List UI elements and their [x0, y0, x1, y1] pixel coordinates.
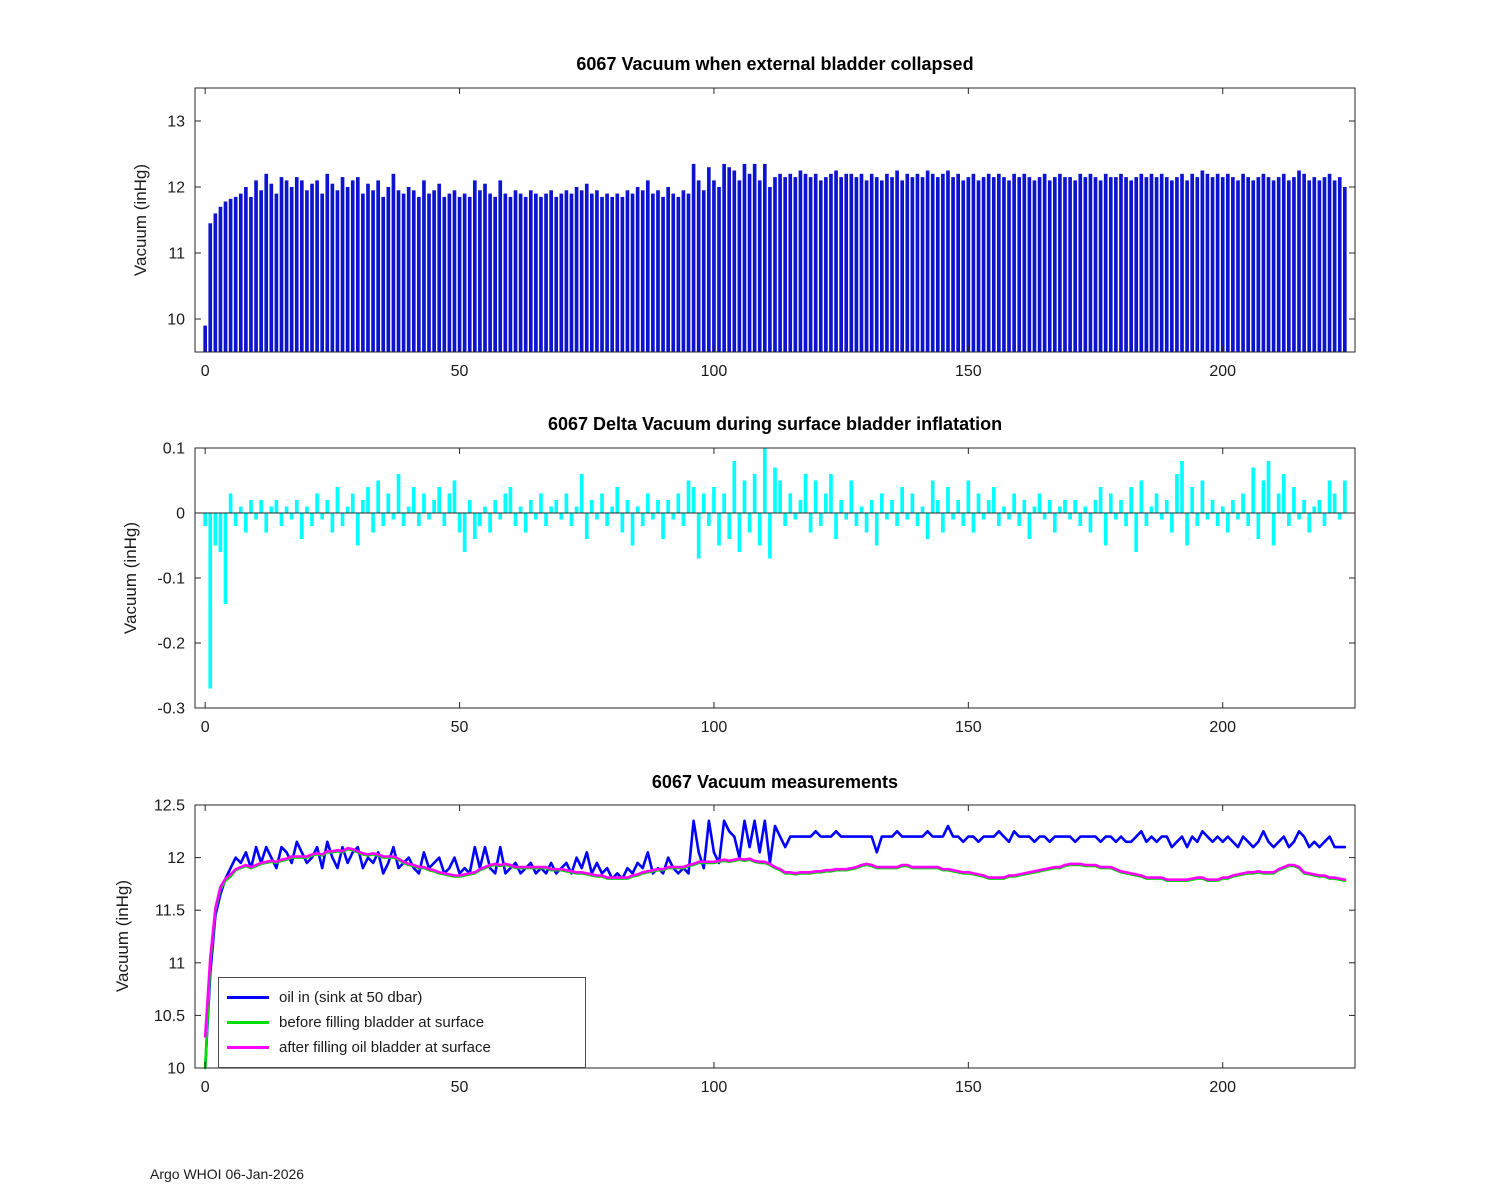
legend-line-sample-green [227, 1021, 269, 1024]
svg-text:150: 150 [955, 1079, 982, 1096]
y-axis-label-middle: Vacuum (inHg) [121, 521, 140, 635]
svg-text:0: 0 [176, 506, 185, 523]
legend-label: before filling bladder at surface [279, 1014, 485, 1031]
legend-item: oil in (sink at 50 dbar) [227, 985, 575, 1010]
svg-text:0.1: 0.1 [163, 441, 185, 458]
svg-text:50: 50 [451, 719, 469, 736]
svg-text:150: 150 [955, 719, 982, 736]
svg-text:100: 100 [701, 719, 728, 736]
svg-text:-0.2: -0.2 [157, 636, 185, 653]
svg-text:12.5: 12.5 [154, 798, 185, 815]
y-axis-label-top: Vacuum (inHg) [131, 163, 150, 277]
svg-text:11: 11 [168, 955, 185, 972]
svg-text:12: 12 [167, 850, 185, 867]
svg-text:150: 150 [955, 363, 982, 380]
svg-text:0: 0 [201, 719, 210, 736]
chart-title-vacuum-measurements: 6067 Vacuum measurements [651, 772, 899, 792]
svg-text:100: 100 [701, 363, 728, 380]
svg-text:12: 12 [167, 180, 185, 197]
svg-text:50: 50 [451, 363, 469, 380]
legend-line-sample-blue [227, 996, 269, 999]
legend-item: after filling oil bladder at surface [227, 1035, 575, 1060]
svg-text:10.5: 10.5 [154, 1008, 185, 1025]
chart-title-delta-vacuum: 6067 Delta Vacuum during surface bladder… [547, 414, 1003, 434]
legend-item: before filling bladder at surface [227, 1010, 575, 1035]
legend-line-sample-magenta [227, 1046, 269, 1049]
svg-text:-0.3: -0.3 [157, 701, 185, 718]
svg-text:200: 200 [1209, 1079, 1236, 1096]
svg-text:10: 10 [167, 1061, 185, 1078]
svg-text:200: 200 [1209, 719, 1236, 736]
legend-label: oil in (sink at 50 dbar) [279, 989, 423, 1006]
svg-text:50: 50 [451, 1079, 469, 1096]
svg-text:0: 0 [201, 1079, 210, 1096]
svg-text:100: 100 [701, 1079, 728, 1096]
svg-text:200: 200 [1209, 363, 1236, 380]
legend-label: after filling oil bladder at surface [279, 1039, 491, 1056]
svg-text:13: 13 [167, 114, 185, 131]
y-axis-label-bottom: Vacuum (inHg) [113, 879, 132, 993]
svg-text:0: 0 [201, 363, 210, 380]
chart-title-vacuum-collapsed: 6067 Vacuum when external bladder collap… [576, 54, 974, 74]
svg-text:-0.1: -0.1 [157, 571, 185, 588]
legend: oil in (sink at 50 dbar) before filling … [218, 977, 586, 1068]
svg-text:11: 11 [168, 246, 185, 263]
footer-caption: Argo WHOI 06-Jan-2026 [150, 1166, 305, 1182]
svg-text:11.5: 11.5 [155, 903, 185, 920]
svg-text:10: 10 [167, 312, 185, 329]
